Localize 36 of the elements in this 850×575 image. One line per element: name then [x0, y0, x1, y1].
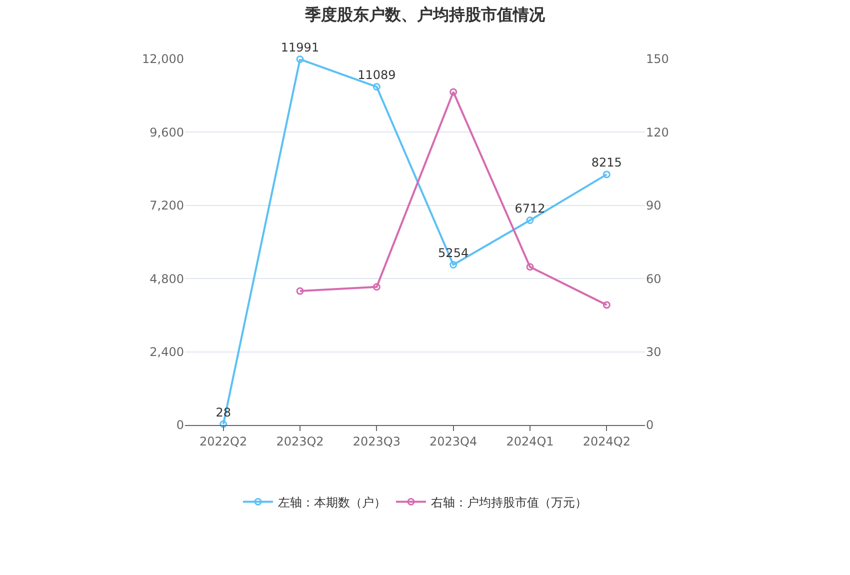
data-label: 11991 [280, 40, 320, 55]
y-tick-label: 2,400 [150, 345, 184, 359]
legend-label: 右轴：户均持股市值（万元） [431, 495, 587, 510]
point [220, 420, 228, 428]
y2-tick-label: 30 [646, 345, 662, 359]
y-tick-label: 7,200 [150, 198, 184, 213]
x-tick-label: 2023Q2 [276, 434, 324, 448]
point [602, 301, 610, 309]
x-tick-label: 2023Q3 [352, 434, 400, 448]
y-tick-label: 9,600 [150, 125, 184, 140]
y2-tick-label: 0 [646, 418, 654, 432]
point [450, 261, 458, 268]
point [372, 283, 380, 291]
point [296, 287, 304, 295]
point [602, 170, 610, 178]
x-tick-label: 2024Q2 [582, 434, 630, 448]
data-label: 6712 [514, 202, 546, 216]
y2-tick-label: 90 [646, 198, 662, 213]
point [296, 56, 304, 64]
legend-label: 左轴：本期数（户） [278, 495, 386, 510]
data-label: 11089 [358, 68, 396, 82]
point [526, 263, 534, 271]
y2-tick-label: 60 [646, 272, 662, 286]
x-tick-label: 2024Q1 [506, 434, 554, 448]
point [372, 83, 380, 91]
y2-tick-label: 150 [646, 52, 669, 66]
x-tick-label: 2023Q4 [430, 434, 478, 448]
y-tick-label: 12,000 [142, 52, 184, 66]
y2-tick-label: 120 [646, 125, 669, 140]
y-tick-label: 0 [176, 418, 184, 432]
y-tick-label: 4,800 [150, 272, 184, 286]
x-tick-label: 2022Q2 [200, 434, 248, 448]
point [526, 216, 534, 224]
chart-title: 季度股东户数、户均持股市值情况 [304, 4, 546, 24]
point [450, 88, 458, 96]
data-label: 8215 [591, 156, 622, 170]
